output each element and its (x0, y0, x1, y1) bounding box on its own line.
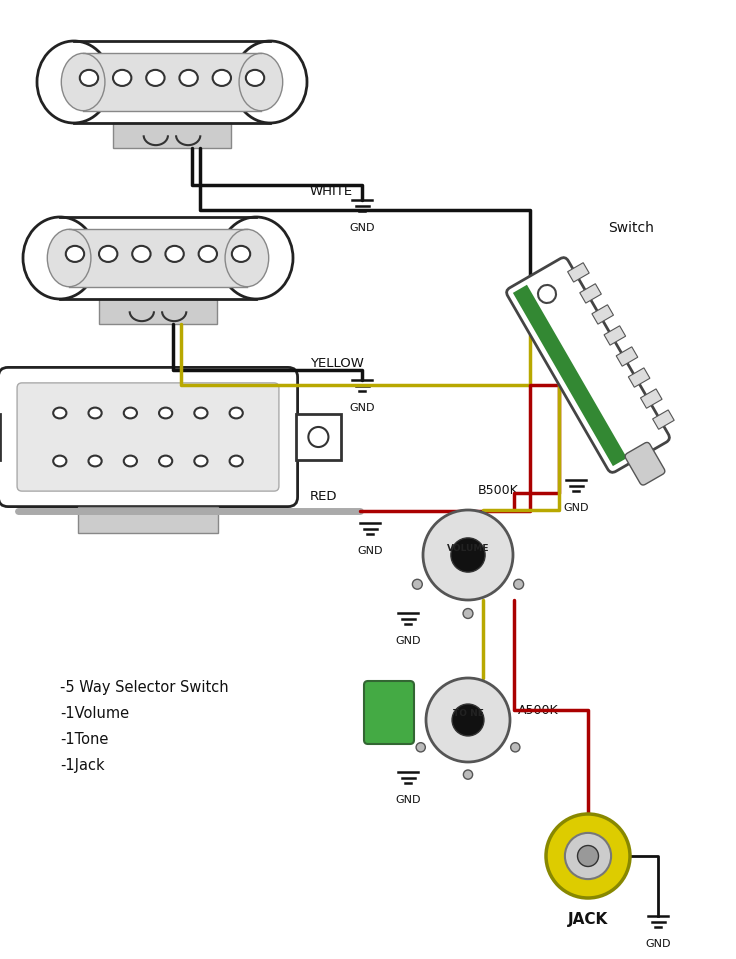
Ellipse shape (194, 408, 208, 418)
Text: GND: GND (645, 939, 670, 949)
Text: YELLOW: YELLOW (310, 357, 364, 370)
FancyBboxPatch shape (17, 383, 279, 491)
Circle shape (412, 579, 422, 589)
Circle shape (452, 704, 484, 736)
Ellipse shape (230, 456, 243, 466)
Bar (629, 368, 650, 387)
Text: VOLUME: VOLUME (447, 544, 489, 552)
Ellipse shape (37, 41, 111, 123)
Circle shape (538, 285, 556, 303)
Circle shape (416, 742, 425, 752)
Bar (640, 389, 662, 409)
Ellipse shape (47, 229, 91, 287)
Bar (513, 285, 627, 466)
Text: -1Tone: -1Tone (60, 732, 108, 747)
Ellipse shape (159, 408, 172, 418)
Ellipse shape (166, 246, 184, 262)
Ellipse shape (194, 456, 208, 466)
Ellipse shape (199, 246, 217, 262)
Ellipse shape (88, 408, 102, 418)
Bar (69, 229, 247, 287)
Ellipse shape (23, 217, 97, 299)
Bar (60, 217, 256, 299)
Text: GND: GND (395, 795, 421, 805)
Circle shape (463, 609, 473, 619)
Text: RED: RED (310, 490, 338, 503)
Bar (592, 305, 614, 324)
Circle shape (308, 427, 328, 447)
FancyBboxPatch shape (506, 258, 670, 473)
Ellipse shape (159, 456, 172, 466)
Circle shape (578, 846, 598, 867)
Ellipse shape (180, 70, 198, 86)
Ellipse shape (213, 70, 231, 86)
Circle shape (511, 742, 520, 752)
Text: GND: GND (563, 503, 589, 513)
Text: A500K: A500K (518, 704, 559, 716)
Ellipse shape (61, 54, 105, 110)
Text: GND: GND (357, 546, 383, 556)
Bar (99, 299, 217, 323)
Ellipse shape (146, 70, 165, 86)
Ellipse shape (132, 246, 151, 262)
Ellipse shape (246, 70, 264, 86)
Bar (83, 54, 261, 110)
Bar (580, 284, 601, 303)
Text: -5 Way Selector Switch: -5 Way Selector Switch (60, 680, 229, 695)
Bar (74, 41, 270, 123)
Bar (604, 326, 626, 345)
Text: GND: GND (395, 636, 421, 646)
Text: GND: GND (350, 223, 375, 233)
Text: WHITE: WHITE (310, 185, 353, 198)
Ellipse shape (53, 456, 66, 466)
Bar (78, 506, 218, 533)
Text: -1Jack: -1Jack (60, 758, 105, 773)
Ellipse shape (232, 246, 250, 262)
Bar (113, 123, 231, 148)
FancyBboxPatch shape (0, 367, 297, 506)
Ellipse shape (99, 246, 117, 262)
Ellipse shape (53, 408, 66, 418)
Ellipse shape (88, 456, 102, 466)
Bar (567, 263, 590, 282)
Circle shape (514, 579, 523, 589)
Ellipse shape (225, 229, 269, 287)
FancyBboxPatch shape (364, 681, 414, 744)
Circle shape (565, 833, 611, 879)
Ellipse shape (66, 246, 84, 262)
FancyBboxPatch shape (625, 442, 665, 485)
Circle shape (464, 770, 473, 780)
Bar (616, 347, 638, 366)
Ellipse shape (233, 41, 307, 123)
Text: GND: GND (350, 403, 375, 413)
Circle shape (423, 510, 513, 600)
Circle shape (426, 678, 510, 762)
Ellipse shape (124, 408, 137, 418)
Circle shape (546, 814, 630, 898)
Text: -1Volume: -1Volume (60, 706, 129, 721)
Text: Switch: Switch (608, 221, 654, 235)
Ellipse shape (79, 70, 98, 86)
Text: B500K: B500K (478, 484, 519, 497)
Ellipse shape (124, 456, 137, 466)
Circle shape (451, 538, 485, 573)
Bar (296, 414, 342, 459)
Ellipse shape (230, 408, 243, 418)
Ellipse shape (239, 54, 283, 110)
Text: TO NE: TO NE (453, 710, 484, 718)
Ellipse shape (219, 217, 293, 299)
Bar (653, 409, 674, 430)
Text: JACK: JACK (568, 912, 608, 927)
Ellipse shape (113, 70, 131, 86)
